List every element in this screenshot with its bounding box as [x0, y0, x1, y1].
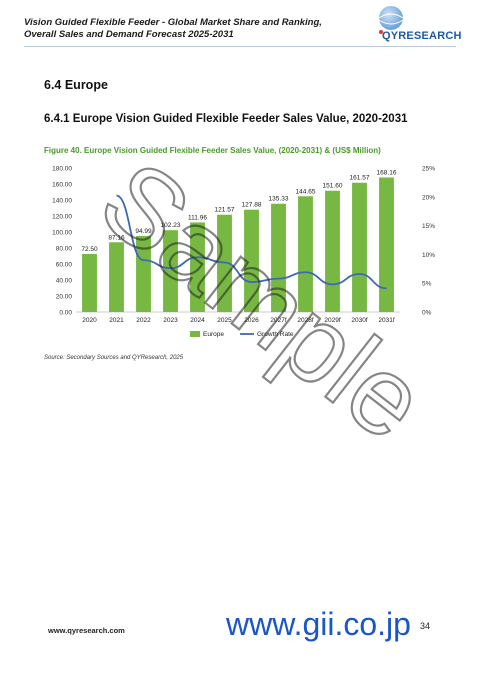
y-tick-label: 20.00: [56, 294, 73, 301]
page-number: 34: [420, 621, 431, 631]
qyresearch-logo: [378, 6, 404, 34]
x-tick-label: 2023: [163, 317, 178, 324]
x-tick-label: 2031f: [378, 317, 394, 324]
y-tick-label: 180.00: [52, 166, 72, 173]
x-tick-label: 2026: [244, 317, 259, 324]
bar: [163, 230, 178, 312]
page-header: Vision Guided Flexible Feeder - Global M…: [0, 0, 480, 52]
x-tick-label: 2025: [217, 317, 232, 324]
subsection-heading: 6.4.1 Europe Vision Guided Flexible Feed…: [44, 113, 408, 125]
bar: [190, 222, 205, 312]
bar: [244, 209, 259, 312]
bar: [271, 203, 286, 312]
y2-tick-label: 0%: [422, 310, 432, 317]
bar: [136, 236, 151, 312]
bar: [82, 254, 97, 312]
bar-data-label: 135.33: [269, 196, 289, 203]
x-tick-label: 2030f: [351, 317, 367, 324]
y2-tick-label: 25%: [422, 166, 435, 173]
section-heading: 6.4 Europe: [44, 78, 108, 92]
x-tick-label: 2021: [109, 317, 124, 324]
y2-tick-label: 20%: [422, 194, 435, 201]
y2-tick-label: 15%: [422, 223, 435, 230]
y2-tick-label: 10%: [422, 252, 435, 259]
bar: [298, 196, 313, 312]
bar: [109, 242, 124, 312]
y-tick-label: 120.00: [52, 214, 72, 221]
globe-icon: [379, 6, 403, 30]
bar-data-label: 87.16: [108, 234, 125, 241]
footer-url[interactable]: www.qyresearch.com: [48, 626, 125, 635]
y-tick-label: 40.00: [56, 278, 73, 285]
bar: [217, 214, 232, 312]
bar-data-label: 151.60: [323, 183, 343, 190]
header-title: Vision Guided Flexible Feeder - Global M…: [24, 17, 324, 41]
x-tick-label: 2028f: [297, 317, 313, 324]
bar: [379, 177, 394, 312]
x-tick-label: 2020: [82, 317, 97, 324]
x-tick-label: 2027f: [270, 317, 286, 324]
bar-data-label: 127.88: [242, 202, 262, 209]
legend-label-europe: Europe: [203, 331, 224, 338]
y-tick-label: 140.00: [52, 198, 72, 205]
bar-data-label: 161.57: [350, 175, 370, 182]
x-tick-label: 2029f: [324, 317, 340, 324]
legend-label-growth: Growth Rate: [257, 331, 294, 338]
header-title-line2: Overall Sales and Demand Forecast 2025-2…: [24, 29, 234, 40]
bar: [325, 190, 340, 312]
logo-text: QYRESEARCH: [382, 30, 462, 42]
header-title-line1: Vision Guided Flexible Feeder - Global M…: [24, 17, 322, 28]
figure-title: Figure 40. Europe Vision Guided Flexible…: [44, 146, 381, 155]
y-tick-label: 0.00: [59, 310, 72, 317]
bar-data-label: 111.96: [188, 214, 207, 221]
source-note: Source: Secondary Sources and QYResearch…: [44, 355, 184, 361]
header-divider: [24, 46, 456, 47]
bar-data-label: 144.65: [296, 188, 316, 195]
y-tick-label: 100.00: [52, 230, 72, 237]
bar-data-label: 168.16: [377, 169, 397, 176]
bar: [352, 182, 367, 312]
y-tick-label: 60.00: [56, 262, 73, 269]
gii-watermark-url: www.gii.co.jp: [226, 606, 411, 642]
bar-data-label: 102.23: [161, 222, 181, 229]
bar-data-label: 72.50: [81, 246, 98, 253]
y2-tick-label: 5%: [422, 281, 432, 288]
legend-swatch-europe: [190, 331, 200, 337]
x-tick-label: 2022: [136, 317, 151, 324]
bar-data-label: 94.99: [135, 228, 152, 235]
growth-rate-line: [116, 194, 387, 290]
y-tick-label: 80.00: [56, 246, 73, 253]
bar-data-label: 121.57: [215, 207, 235, 214]
x-tick-label: 2024: [190, 317, 205, 324]
y-tick-label: 160.00: [52, 182, 72, 189]
sales-value-chart: 0.00 20.00 40.00 60.00 80.00 100.00 120.00 140.…: [52, 166, 435, 339]
